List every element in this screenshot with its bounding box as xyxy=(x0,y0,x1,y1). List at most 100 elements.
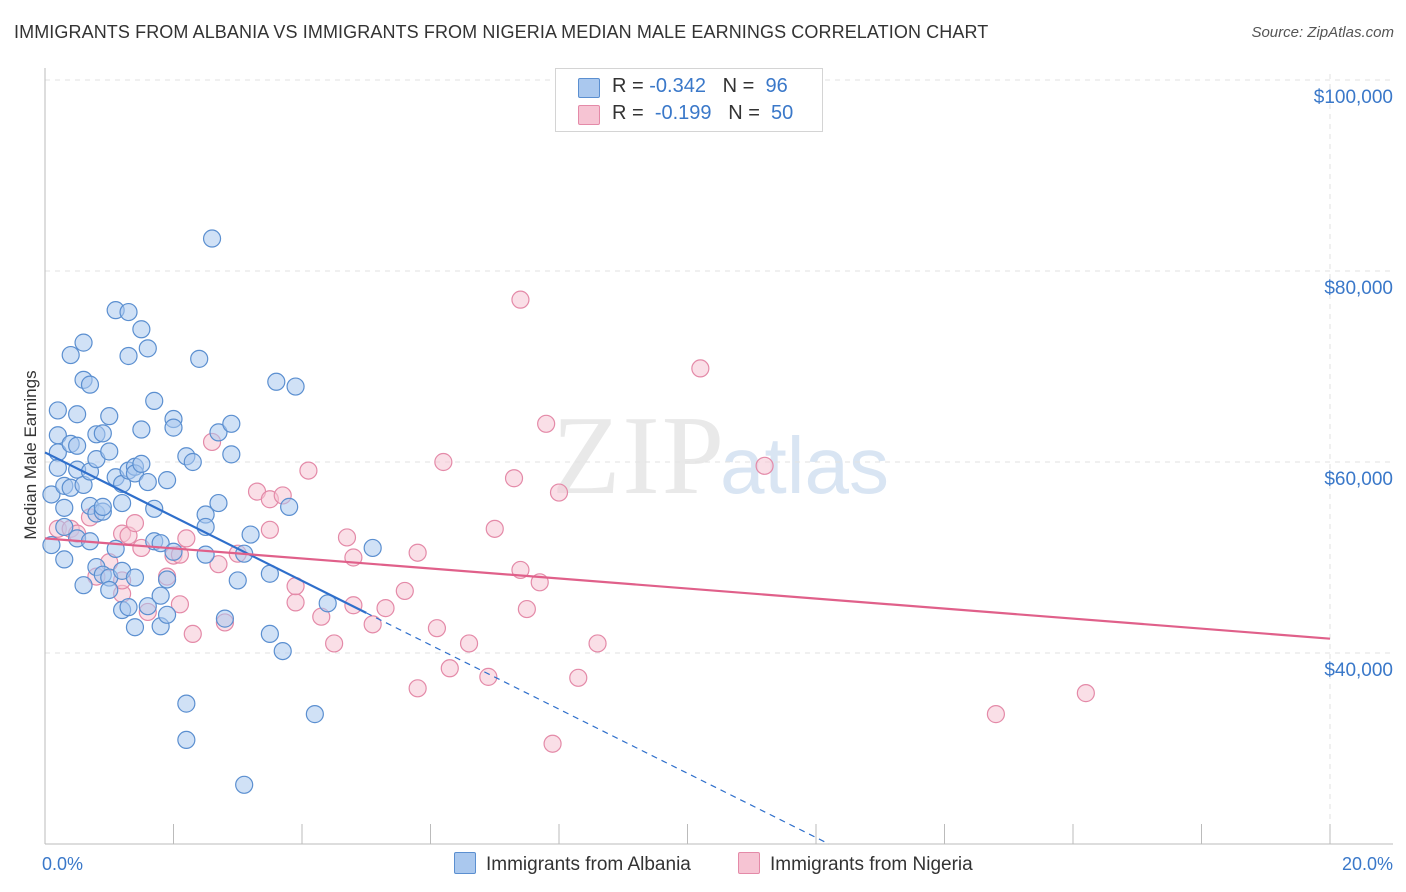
nigeria-point xyxy=(408,679,427,698)
albania-point xyxy=(228,571,247,590)
albania-point xyxy=(55,550,74,569)
albania-n-label: N = xyxy=(722,75,755,97)
albania-point xyxy=(68,436,87,455)
y-tick-label: $80,000 xyxy=(1324,278,1393,299)
nigeria-n-label: N = xyxy=(728,102,760,124)
nigeria-point xyxy=(286,593,305,612)
albania-point xyxy=(74,333,93,352)
axis-labels: $40,000 $60,000 $80,000 $100,000 0.0% 20.0% Me… xyxy=(21,87,1393,874)
bottom-legend-nigeria: Immigrants from Nigeria xyxy=(738,852,973,876)
bottom-legend-albania: Immigrants from Albania xyxy=(454,852,691,876)
albania-points xyxy=(42,229,382,794)
nigeria-point xyxy=(1076,684,1095,703)
albania-point xyxy=(177,694,196,713)
albania-n-value: 96 xyxy=(765,75,788,97)
bottom-nigeria-swatch xyxy=(738,852,760,874)
y-tick-label: $100,000 xyxy=(1314,87,1393,108)
albania-point xyxy=(222,445,241,464)
albania-point xyxy=(138,597,157,616)
albania-point xyxy=(138,472,157,492)
watermark-zip: ZIP xyxy=(552,394,726,518)
nigeria-point xyxy=(485,519,504,538)
albania-point xyxy=(202,229,222,248)
nigeria-r-value: -0.199 xyxy=(654,102,712,124)
nigeria-point xyxy=(549,483,569,502)
nigeria-point xyxy=(337,528,357,547)
nigeria-trend-line xyxy=(44,537,1331,640)
albania-point xyxy=(222,414,241,433)
nigeria-point xyxy=(543,734,562,753)
albania-point xyxy=(286,377,305,396)
nigeria-point xyxy=(504,469,524,488)
albania-r-value: -0.342 xyxy=(649,75,706,97)
albania-point xyxy=(125,568,145,587)
nigeria-point xyxy=(569,668,588,687)
bottom-albania-label: Immigrants from Albania xyxy=(486,854,691,875)
nigeria-point xyxy=(325,634,344,653)
albania-point xyxy=(235,775,254,794)
albania-trend-extension xyxy=(365,612,830,845)
nigeria-point xyxy=(479,667,498,686)
albania-point xyxy=(100,407,119,426)
watermark-atlas: atlas xyxy=(720,421,889,510)
albania-point xyxy=(132,454,151,474)
albania-point xyxy=(190,349,209,368)
albania-point xyxy=(100,442,119,461)
albania-point xyxy=(48,426,67,445)
nigeria-point xyxy=(299,461,318,480)
legend-text-albania: R = -0.342 N = 96 xyxy=(612,75,788,98)
albania-point xyxy=(241,525,260,544)
albania-point xyxy=(209,423,228,442)
albania-point xyxy=(119,346,138,366)
albania-point xyxy=(183,452,202,472)
nigeria-n-value: 50 xyxy=(771,102,794,124)
albania-point xyxy=(132,320,151,339)
correlation-legend: R = -0.342 N = 96 R = -0.199 N = 50 xyxy=(555,68,823,132)
bottom-nigeria-label: Immigrants from Nigeria xyxy=(770,854,973,875)
albania-point xyxy=(42,535,61,555)
albania-point xyxy=(273,641,292,661)
nigeria-point xyxy=(691,359,710,378)
albania-point xyxy=(42,485,61,504)
albania-point xyxy=(112,493,132,513)
nigeria-point xyxy=(459,634,479,653)
albania-point xyxy=(74,576,93,595)
albania-point xyxy=(132,420,151,439)
albania-point xyxy=(55,517,74,537)
y-axis-title: Median Male Earnings xyxy=(21,370,40,539)
nigeria-point xyxy=(395,581,414,601)
albania-point xyxy=(196,545,215,564)
albania-point xyxy=(93,497,112,516)
albania-point xyxy=(151,586,170,605)
albania-point xyxy=(157,605,177,624)
nigeria-point xyxy=(170,595,190,614)
y-tick-label: $60,000 xyxy=(1324,469,1393,490)
albania-point xyxy=(305,705,324,724)
bottom-albania-swatch xyxy=(454,852,476,874)
nigeria-point xyxy=(511,290,530,309)
legend-text-nigeria: R = -0.199 N = 50 xyxy=(612,102,793,125)
albania-point xyxy=(48,401,67,420)
albania-point xyxy=(267,372,286,391)
albania-point xyxy=(80,375,100,394)
source-label: Source: ZipAtlas.com xyxy=(1251,24,1394,41)
nigeria-point xyxy=(376,599,395,618)
albania-r-label: R = xyxy=(612,75,644,97)
nigeria-point xyxy=(440,659,459,678)
nigeria-point xyxy=(517,599,536,619)
albania-point xyxy=(363,538,382,558)
nigeria-point xyxy=(537,414,556,433)
nigeria-point xyxy=(363,615,382,634)
albania-point xyxy=(157,570,177,589)
albania-point xyxy=(145,391,164,410)
nigeria-point xyxy=(755,456,774,475)
nigeria-point xyxy=(183,624,202,644)
nigeria-point xyxy=(427,619,447,638)
nigeria-point xyxy=(177,529,196,548)
albania-point xyxy=(100,580,119,600)
nigeria-swatch xyxy=(578,105,600,125)
albania-point xyxy=(164,542,183,561)
trend-lines xyxy=(44,451,1331,845)
axes xyxy=(44,68,1393,845)
